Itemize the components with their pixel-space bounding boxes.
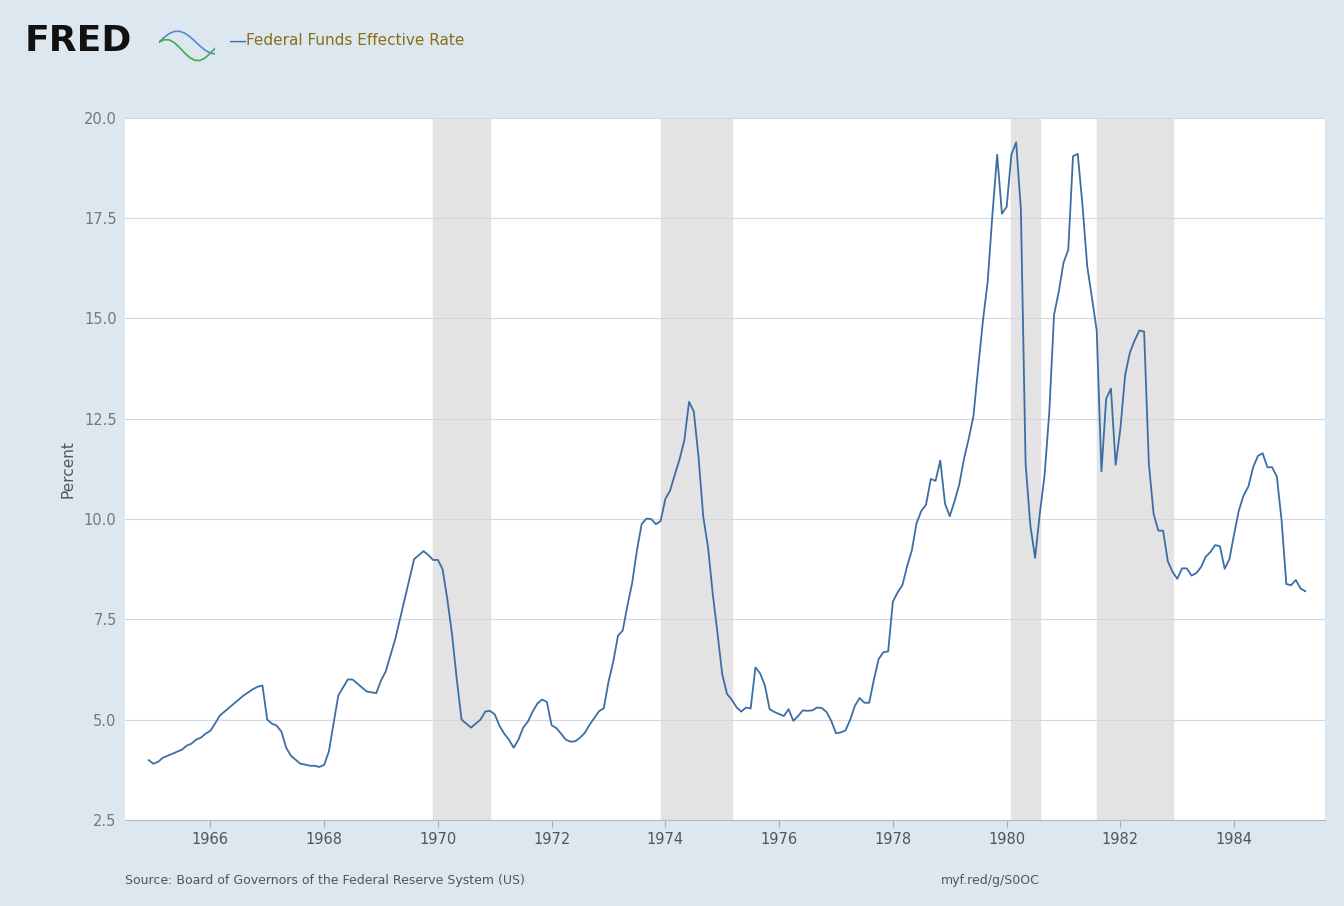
Bar <box>1097 118 1172 820</box>
Y-axis label: Percent: Percent <box>60 440 75 497</box>
Bar <box>1012 118 1040 820</box>
Text: FRED: FRED <box>24 24 132 58</box>
Text: —: — <box>228 32 246 50</box>
Bar <box>433 118 491 820</box>
Text: Source: Board of Governors of the Federal Reserve System (US): Source: Board of Governors of the Federa… <box>125 874 526 887</box>
Text: Federal Funds Effective Rate: Federal Funds Effective Rate <box>246 34 464 48</box>
Bar <box>661 118 731 820</box>
Text: myf.red/g/S0OC: myf.red/g/S0OC <box>941 874 1040 887</box>
